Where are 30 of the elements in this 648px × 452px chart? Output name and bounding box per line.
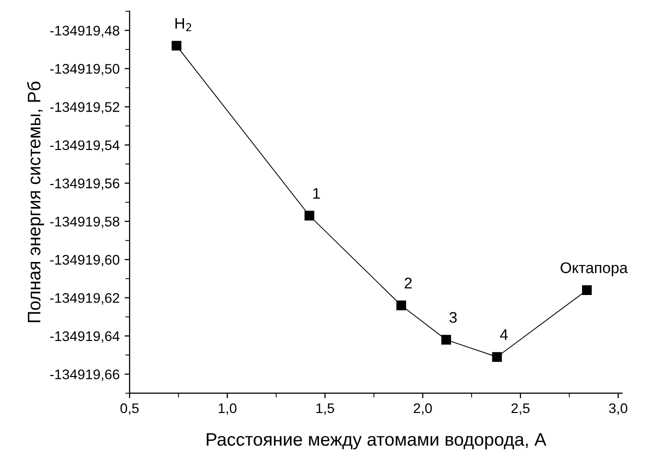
annotation: 2 (404, 278, 412, 288)
x-axis-title: Расстояние между атомами водорода, А (206, 433, 546, 450)
y-tick-label: -134919,54 (50, 140, 120, 152)
annotation: 4 (500, 329, 508, 340)
point (492, 352, 502, 362)
y-tick-label: -134919,58 (50, 216, 120, 228)
annotation: Октапора (560, 262, 628, 276)
x-tick-label: 2,5 (512, 403, 530, 415)
annotation: H$_{2}$ (175, 18, 192, 32)
y-tick-label: -134919,66 (50, 369, 120, 381)
x-tick-label: 0,5 (120, 403, 139, 415)
y-tick-label: -134919,48 (50, 26, 120, 38)
x-tick-label: 2,0 (414, 403, 432, 415)
y-tick-label: -134919,52 (50, 102, 120, 114)
annotation: 3 (449, 312, 457, 323)
y-tick-label: -134919,64 (50, 331, 120, 343)
x-tick-label: 3,0 (609, 403, 628, 415)
annotation: 1 (313, 188, 320, 199)
x-tick-label: 1,0 (218, 403, 236, 415)
point (304, 210, 314, 220)
x-tick-label: 1,5 (316, 403, 334, 415)
point (582, 285, 592, 295)
point (441, 334, 452, 345)
y-tick-label: -134919,50 (50, 64, 120, 76)
point (172, 40, 182, 51)
y-tick-label: -134919,60 (50, 254, 120, 266)
point (396, 300, 406, 310)
y-tick-label: -134919,62 (50, 293, 120, 305)
y-axis-title: Полная энергия системы, Рб (27, 82, 44, 322)
y-tick-label: -134919,56 (50, 178, 120, 190)
